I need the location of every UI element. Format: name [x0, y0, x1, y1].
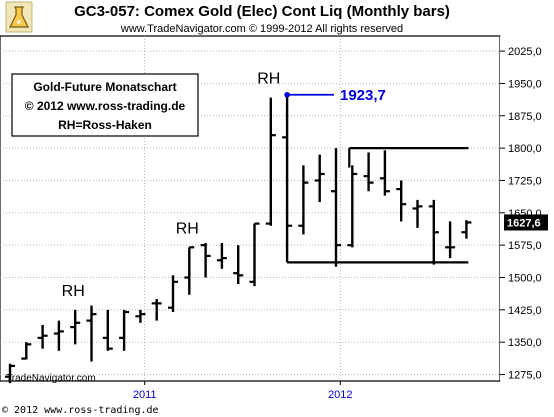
ohlc-bar: [249, 222, 260, 287]
ohlc-bar: [331, 148, 341, 267]
ohlc-bar: [412, 199, 423, 228]
y-axis-panel: [500, 36, 554, 381]
y-tick-label: 1725,0: [508, 175, 542, 187]
info-line-2: © 2012 www.ross-trading.de: [25, 99, 186, 113]
rh-label: RH: [62, 283, 85, 300]
ohlc-bar: [184, 246, 195, 295]
range-box: [287, 147, 469, 264]
y-tick-label: 1575,0: [508, 240, 542, 252]
rh-label: RH: [176, 220, 199, 237]
x-tick-label: 2012: [328, 389, 352, 401]
info-box-frame: [11, 73, 199, 137]
ohlc-bar: [428, 199, 439, 265]
ohlc-bar: [282, 94, 293, 263]
info-line-3: RH=Ross-Haken: [58, 118, 152, 132]
y-tick-label: 1350,0: [508, 337, 542, 349]
copyright-line: www.TradeNavigator.com © 1999-2012 All r…: [120, 23, 403, 35]
y-tick-label: 1425,0: [508, 305, 542, 317]
ohlc-bar: [37, 324, 48, 349]
ohlc-bar: [151, 299, 162, 321]
ohlc-bar: [379, 150, 390, 196]
ohlc-bar: [135, 309, 146, 323]
peak-marker: 1923,7: [284, 87, 386, 104]
ohlc-bar: [53, 320, 64, 351]
ohlc-bar: [216, 243, 227, 269]
peak-dot: [284, 91, 290, 98]
ohlc-bar: [102, 309, 113, 351]
ohlc-bar: [396, 180, 407, 222]
last-price-box: [504, 214, 548, 231]
grid-lines: [0, 36, 500, 381]
rh-label: RH: [257, 71, 280, 88]
ohlc-bar: [5, 363, 15, 384]
y-tick-label: 1950,0: [508, 78, 542, 90]
y-tick-label: 1275,0: [508, 370, 542, 382]
ohlc-bar: [347, 165, 358, 248]
chart-title: GC3-057: Comex Gold (Elec) Cont Liq (Mon…: [74, 3, 450, 20]
brand-watermark: TradeNavigator.com: [6, 373, 96, 384]
ohlc-bar: [363, 152, 374, 192]
annotations: RH RH RH: [62, 71, 281, 300]
ohlc-bar: [445, 221, 456, 259]
ohlc-bar: [233, 245, 244, 284]
peak-label: 1923,7: [340, 87, 386, 104]
ohlc-bar: [119, 309, 130, 351]
last-price-label: 1627,6: [507, 217, 541, 229]
ohlc-bar: [168, 275, 178, 312]
x-tick-label: 2011: [133, 389, 157, 401]
ohlc-bar: [200, 243, 211, 278]
x-axis: 2011 2012: [133, 381, 353, 401]
ohlc-bars: [5, 94, 472, 384]
ohlc-bar: [21, 342, 32, 360]
ohlc-bar: [298, 165, 309, 235]
y-tick-label: 1500,0: [508, 273, 542, 285]
ohlc-bar: [86, 305, 97, 362]
y-tick-label: 2025,0: [508, 46, 542, 58]
last-price-marker: 1627,6: [504, 214, 548, 231]
flask-icon: [5, 1, 33, 33]
info-line-1: Gold-Future Monatschart: [33, 80, 176, 94]
ohlc-bar: [314, 154, 325, 203]
ohlc-bar: [265, 97, 276, 226]
ohlc-bar: [70, 309, 81, 345]
y-axis: 1275,01350,01425,01500,01575,01650,01725…: [500, 46, 542, 382]
y-tick-label: 1875,0: [508, 111, 542, 123]
info-box: Gold-Future Monatschart © 2012 www.ross-…: [11, 73, 199, 137]
ohlc-bar: [461, 220, 472, 239]
y-tick-label: 1800,0: [508, 143, 542, 155]
footer-credit: © 2012 www.ross-trading.de: [2, 405, 159, 416]
